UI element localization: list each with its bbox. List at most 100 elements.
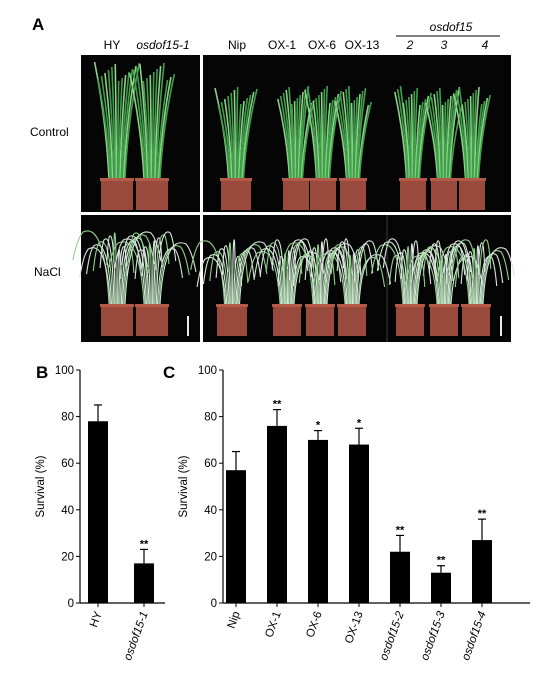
bar (226, 470, 246, 603)
leaf (466, 251, 475, 305)
leaf (312, 253, 346, 305)
leaf (467, 98, 472, 179)
significance-mark: * (316, 420, 321, 432)
x-tick-label: OX-13 (343, 610, 366, 645)
leaf (471, 92, 475, 179)
leaf (396, 88, 409, 179)
pot (431, 178, 457, 210)
leaf (116, 80, 120, 179)
significance-mark: ** (396, 524, 405, 536)
label-ox-1: OX-1 (268, 38, 296, 52)
leaf (428, 243, 442, 305)
leaf (146, 77, 151, 179)
leaf (120, 235, 148, 305)
leaf (120, 71, 130, 179)
potted-plant (72, 230, 162, 336)
leaf (412, 256, 426, 305)
leaf (404, 255, 438, 305)
leaf (158, 245, 190, 305)
leaf (233, 89, 237, 179)
leaf (235, 86, 239, 179)
leaf (339, 94, 350, 179)
leaf (97, 78, 112, 179)
leaf (330, 244, 349, 305)
leaf (458, 87, 469, 179)
y-tick-label: 40 (204, 505, 217, 517)
pot (430, 304, 458, 336)
scale-bar-left (187, 316, 189, 336)
pot-rim (282, 178, 310, 181)
leaf (345, 88, 352, 179)
leaf (464, 101, 471, 179)
panel-letter-a: A (32, 15, 44, 34)
y-tick-label: 20 (204, 551, 217, 563)
leaf (315, 97, 322, 179)
leaf (277, 98, 291, 179)
leaf (111, 66, 116, 179)
leaf (353, 96, 358, 179)
panel-letter-b: B (36, 363, 48, 382)
pot (101, 178, 133, 210)
leaf (472, 248, 477, 305)
leaf (85, 244, 113, 305)
leaf (280, 242, 314, 305)
leaf (291, 103, 296, 179)
leaf (436, 246, 470, 305)
leaf (320, 91, 324, 179)
leaf (430, 96, 441, 179)
potted-plant (190, 239, 274, 336)
leaf (474, 103, 483, 179)
leaf (291, 238, 315, 305)
leaf (414, 104, 421, 179)
leaf (156, 79, 169, 179)
bar (349, 444, 369, 603)
leaf (416, 249, 440, 305)
y-tick-label: 0 (211, 598, 217, 610)
leaf (310, 247, 319, 305)
leaf (356, 87, 367, 179)
label-mutant-3: 3 (441, 38, 448, 52)
pot (217, 304, 247, 336)
pot-rim (100, 304, 134, 307)
leaf (439, 87, 444, 179)
leaf (230, 92, 236, 179)
leaf (394, 91, 408, 179)
potted-plant (436, 239, 516, 336)
bar (88, 421, 108, 603)
leaf (114, 63, 118, 179)
pot-rim (220, 178, 252, 181)
pot (283, 178, 309, 210)
chart-b: 0 20 40 60 80 100 Survival (%) HY ** osdof15-1 (35, 365, 165, 662)
leaf (99, 238, 115, 305)
leaf (121, 237, 149, 305)
leaf (309, 103, 320, 179)
x-tick-label: osdof15-3 (419, 609, 448, 662)
leaf (221, 245, 231, 305)
leaf (477, 94, 491, 179)
leaf (304, 89, 318, 179)
leaf (240, 94, 252, 179)
label-ox-13: OX-13 (345, 38, 380, 52)
bar (472, 540, 492, 603)
bar (390, 551, 410, 603)
pot-rim (399, 178, 427, 181)
leaf (79, 247, 111, 305)
leaf (239, 97, 249, 179)
bar (308, 439, 328, 603)
plant-photographs (72, 55, 516, 342)
potted-plant (93, 61, 141, 210)
x-tick-label: osdof15-2 (378, 609, 407, 662)
bar (134, 563, 154, 603)
leaf (412, 90, 416, 179)
leaf (410, 93, 414, 179)
leaf (93, 61, 110, 179)
leaf (444, 98, 449, 179)
leaf (148, 243, 152, 305)
leaf (209, 251, 229, 305)
leaf (455, 90, 468, 179)
leaf (469, 95, 473, 179)
leaf (288, 86, 295, 179)
leaf (106, 235, 116, 305)
leaf (215, 248, 230, 305)
